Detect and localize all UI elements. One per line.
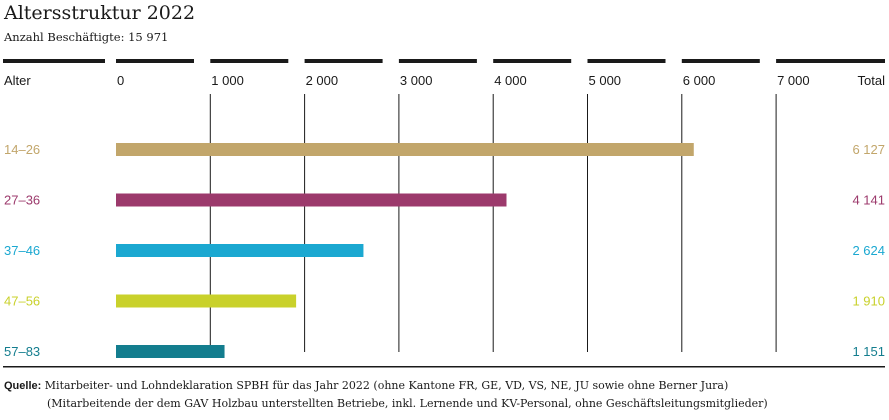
source-line-2: (Mitarbeitende der dem GAV Holzbau unter…: [47, 397, 768, 410]
top-rule-segment-4: [398, 59, 477, 63]
bar-14–26: [116, 143, 694, 156]
bar-chart: Alter Total 0 1 000 2 000 3 000 4 000 5 000 6 00…: [3, 59, 886, 368]
top-rule-segment-1: [116, 59, 194, 63]
tick-label: 6 000: [683, 73, 716, 88]
category-label: 57–83: [4, 344, 40, 359]
top-rule-segment-2: [210, 59, 289, 63]
category-header: Alter: [4, 73, 31, 88]
bar-27–36: [116, 193, 507, 207]
source-line-1: Quelle: Mitarbeiter- und Lohndeklaration…: [4, 377, 768, 395]
category-label: 47–56: [4, 294, 40, 309]
tick-label: 7 000: [777, 73, 810, 88]
bar-57–83: [116, 345, 225, 358]
source-text-1: Mitarbeiter- und Lohndeklaration SPBH fü…: [44, 379, 729, 392]
value-label: 6 127: [852, 142, 885, 157]
total-header: Total: [858, 73, 886, 88]
category-label: 27–36: [4, 193, 40, 208]
tick-label: 1 000: [211, 73, 244, 88]
bottom-rule: [3, 366, 885, 368]
category-label: 14–26: [4, 142, 40, 157]
chart-subtitle: Anzahl Beschäftigte: 15 971: [4, 30, 169, 44]
source-note: Quelle: Mitarbeiter- und Lohndeklaration…: [4, 377, 768, 413]
source-label: Quelle:: [4, 380, 42, 392]
top-rule-segment-0: [3, 59, 105, 63]
bar-47–56: [116, 294, 297, 308]
value-label: 2 624: [852, 243, 885, 258]
top-rule-segment-9: [847, 59, 885, 63]
top-rule-segment-7: [681, 59, 760, 63]
value-label: 4 141: [852, 193, 885, 208]
bar-37–46: [116, 244, 364, 257]
value-label: 1 910: [852, 294, 885, 309]
top-rule-segment-6: [587, 59, 666, 63]
tick-label: 3 000: [400, 73, 433, 88]
tick-label: 5 000: [589, 73, 622, 88]
tick-label: 4 000: [494, 73, 527, 88]
top-rule-segment-5: [493, 59, 572, 63]
value-label: 1 151: [852, 344, 885, 359]
tick-label: 2 000: [306, 73, 339, 88]
category-label: 37–46: [4, 243, 40, 258]
chart-title: Altersstruktur 2022: [4, 2, 196, 24]
top-rule-segment-3: [304, 59, 383, 63]
tick-label: 0: [117, 73, 124, 88]
top-rule-segment-8: [776, 59, 855, 63]
